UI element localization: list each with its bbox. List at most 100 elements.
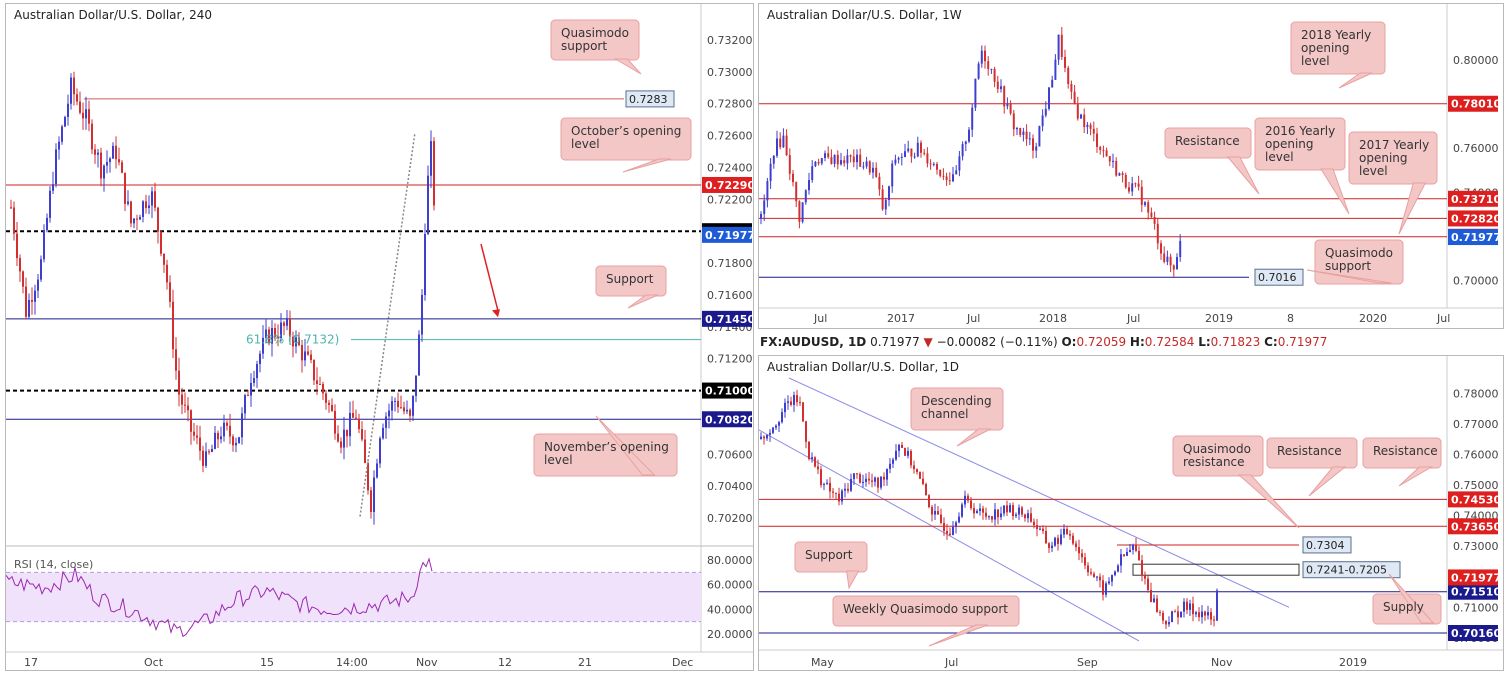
weekly-candle [760,213,762,219]
daily-level-tag [1448,624,1498,641]
daily-candle [877,477,879,488]
weekly-candle [1038,126,1041,147]
h4-candle [376,463,378,478]
h4-chart-canvas[interactable]: 0.73200 0.73000 0.72800 0.72600 0.72400 0.722… [6,4,754,671]
weekly-callout-2018-box [1290,21,1386,75]
weekly-candle [1076,104,1079,119]
h4-candle [52,184,54,191]
weekly-candle [1022,131,1025,135]
h4-candle [199,437,201,451]
daily-candle [1072,535,1074,544]
h4-candle [49,190,51,218]
weekly-candle [1080,114,1082,119]
daily-candle [949,533,951,535]
h4-candle [232,436,234,446]
ticker-open: 0.72059 [1076,335,1127,349]
h4-candle [103,165,105,179]
daily-candle [844,488,846,491]
h4-candle [235,443,237,446]
weekly-callout-quasimodo-text: Quasimodo [1325,246,1393,260]
h4-candle [301,345,303,361]
weekly-candle [939,169,942,176]
weekly-candle [766,181,769,201]
daily-candle [823,484,825,486]
h4-x-tick-label: 15 [260,656,274,669]
weekly-candle [1067,67,1070,84]
weekly-candle [888,186,890,201]
weekly-candle [779,138,782,148]
h4-level-tag [702,382,752,399]
h4-candle [271,328,273,344]
weekly-candle [1060,34,1063,58]
daily-candle [1213,619,1215,621]
h4-callout-october-box [560,117,692,161]
weekly-candle [913,156,916,158]
h4-candle [277,336,279,338]
daily-chart-canvas[interactable]: 0.780000.770000.760000.750000.740000.730… [759,356,1504,671]
daily-candle [1210,612,1212,620]
h4-candle [76,94,78,102]
weekly-candle [798,201,801,222]
daily-callout-qm-pointer [1237,474,1300,529]
weekly-candle [929,163,932,165]
h4-candle [430,141,432,176]
h4-candle [343,429,345,448]
daily-candle [769,432,771,435]
h4-x-tick-label: 21 [578,656,592,669]
daily-candle [1114,571,1116,576]
weekly-candle [955,170,958,175]
daily-candle [1039,528,1041,530]
daily-callout-channel-text: channel [921,407,968,421]
weekly-level-tag-text: 0.78010 [1451,98,1501,111]
daily-candle [1066,528,1068,535]
h4-candle [112,145,114,159]
daily-candle [1156,598,1158,612]
h4-y-tick-label: 0.72400 [707,161,753,174]
h4-candle [226,422,228,426]
daily-candle [1036,525,1038,530]
weekly-candle [1131,183,1134,192]
daily-candle [814,457,816,467]
h4-candle [241,413,243,438]
h4-chart-panel[interactable]: Australian Dollar/U.S. Dollar, 240 0.732… [5,3,754,671]
h4-candle [25,286,27,317]
daily-chart-panel[interactable]: Australian Dollar/U.S. Dollar, 1D 0.7800… [758,355,1504,671]
h4-candle [223,422,225,437]
daily-candle [796,395,798,403]
weekly-chart-title: Australian Dollar/U.S. Dollar, 1W [767,8,962,22]
daily-level-tag-text: 0.74530 [1451,493,1501,506]
daily-candle [871,480,873,482]
h4-candle [166,264,168,283]
daily-candle [805,421,807,442]
h4-candle [16,233,18,259]
weekly-candle [974,78,977,108]
h4-candle [379,438,381,464]
weekly-current-price-tag [1448,229,1498,246]
weekly-candle [862,166,865,168]
weekly-candle [1144,202,1146,205]
h4-candle [73,77,75,95]
h4-candle [286,318,288,326]
daily-candle [1111,575,1113,582]
daily-candle [763,436,765,439]
h4-candle [367,463,369,491]
weekly-candle [1156,223,1159,244]
weekly-candle [900,156,903,158]
daily-candle [1054,537,1056,546]
daily-callout-support-pointer [846,570,860,590]
h4-candle [361,429,363,440]
daily-candle [973,508,975,514]
weekly-candle [840,160,842,165]
h4-candle [340,441,342,448]
h4-candle [58,141,60,150]
daily-candle [889,463,891,469]
h4-candle [91,123,93,150]
h4-rsi-label: RSI (14, close) [14,558,93,571]
weekly-chart-panel[interactable]: Australian Dollar/U.S. Dollar, 1W 0.8000… [758,3,1504,329]
weekly-candle [945,176,948,181]
weekly-candle [926,153,929,164]
daily-candle [1057,537,1059,544]
weekly-chart-canvas[interactable]: 0.800000.780000.760000.740000.720000.700… [759,4,1504,329]
h4-candle [142,201,144,217]
h4-candle [220,436,222,440]
